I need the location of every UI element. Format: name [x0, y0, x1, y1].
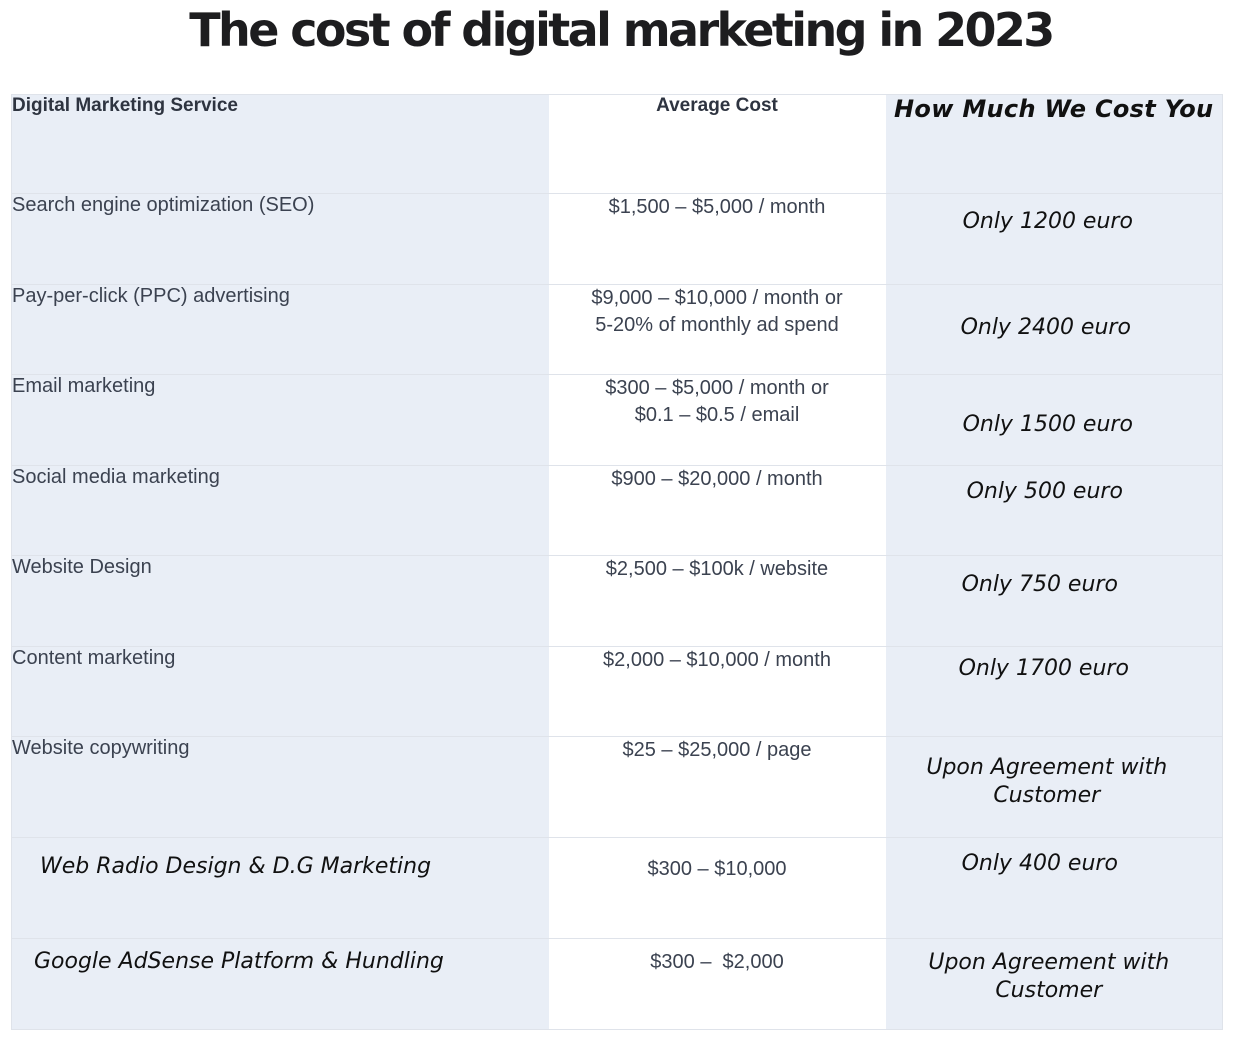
- pricing-table: Digital Marketing Service Average Cost H…: [11, 94, 1223, 1030]
- our-cost-cell: Only 750 euro: [885, 555, 1223, 647]
- service-cell: Search engine optimization (SEO): [11, 193, 549, 285]
- our-cost-cell: Upon Agreement with Customer: [885, 938, 1223, 1030]
- average-cost-cell: $900 – $20,000 / month: [548, 465, 886, 556]
- our-cost-cell: Only 500 euro: [885, 465, 1223, 556]
- service-cell: Content marketing: [11, 646, 549, 737]
- average-cost-line: $2,500 – $100k / website: [605, 558, 829, 580]
- our-cost-cell: Only 1200 euro: [885, 193, 1223, 285]
- service-cell: Web Radio Design & D.G Marketing: [11, 837, 549, 939]
- service-cell: Website copywriting: [11, 736, 549, 838]
- page-title: The cost of digital marketing in 2023: [189, 3, 1055, 57]
- our-cost-cell: Only 1700 euro: [885, 646, 1223, 737]
- table-row: Search engine optimization (SEO) $1,500 …: [11, 193, 1223, 285]
- table-header-row: Digital Marketing Service Average Cost H…: [11, 94, 1223, 194]
- average-cost-line: $1,500 – $5,000 / month: [608, 196, 826, 218]
- our-cost-cell: Upon Agreement with Customer: [885, 736, 1223, 838]
- table-row: Content marketing $2,000 – $10,000 / mon…: [11, 646, 1223, 737]
- our-cost-line: Only 400 euro: [961, 851, 1118, 876]
- service-cell: Pay-per-click (PPC) advertising: [11, 284, 549, 375]
- average-cost-line: $0.1 – $0.5 / email: [634, 404, 800, 426]
- table-row: Google AdSense Platform & Hundling $300 …: [11, 938, 1223, 1030]
- average-cost-cell: $2,000 – $10,000 / month: [548, 646, 886, 737]
- table-row: Email marketing $300 – $5,000 / month or…: [11, 374, 1223, 466]
- our-cost-line: Customer: [995, 978, 1103, 1003]
- average-cost-line: $300 – $10,000: [647, 858, 787, 880]
- average-cost-line: 5-20% of monthly ad spend: [595, 314, 839, 336]
- average-cost-cell: $300 – $5,000 / month or $0.1 – $0.5 / e…: [548, 374, 886, 466]
- table-row: Pay-per-click (PPC) advertising $9,000 –…: [11, 284, 1223, 375]
- table-row: Social media marketing $900 – $20,000 / …: [11, 465, 1223, 556]
- service-cell: Social media marketing: [11, 465, 549, 556]
- header-average-cost: Average Cost: [548, 94, 886, 194]
- average-cost-line: $300 – $5,000 / month or: [605, 377, 829, 399]
- average-cost-cell: $300 – $2,000: [548, 938, 886, 1030]
- average-cost-line: $9,000 – $10,000 / month or: [591, 287, 843, 309]
- average-cost-line: $25 – $25,000 / page: [622, 739, 812, 761]
- average-cost-line: $2,000 – $10,000 / month: [603, 649, 831, 671]
- service-cell: Google AdSense Platform & Hundling: [11, 938, 549, 1030]
- our-cost-line: Only 1500 euro: [962, 412, 1133, 437]
- average-cost-cell: $2,500 – $100k / website: [548, 555, 886, 647]
- table-row: Web Radio Design & D.G Marketing $300 – …: [11, 837, 1223, 939]
- header-our-cost: How Much We Cost You: [885, 94, 1223, 194]
- our-cost-line: Upon Agreement with: [926, 755, 1168, 780]
- average-cost-line: $300 – $2,000: [650, 951, 784, 973]
- average-cost-line: $900 – $20,000 / month: [611, 468, 823, 490]
- our-cost-cell: Only 1500 euro: [885, 374, 1223, 466]
- our-cost-cell: Only 400 euro: [885, 837, 1223, 939]
- average-cost-cell: $9,000 – $10,000 / month or 5-20% of mon…: [548, 284, 886, 375]
- our-cost-line: Only 500 euro: [966, 479, 1123, 504]
- our-cost-line: Customer: [993, 783, 1101, 808]
- average-cost-cell: $1,500 – $5,000 / month: [548, 193, 886, 285]
- average-cost-cell: $300 – $10,000: [548, 837, 886, 939]
- our-cost-line: Upon Agreement with: [928, 950, 1170, 975]
- our-cost-cell: Only 2400 euro: [885, 284, 1223, 375]
- our-cost-line: Only 750 euro: [961, 572, 1118, 597]
- our-cost-line: Only 1700 euro: [958, 656, 1129, 681]
- our-cost-line: Only 2400 euro: [960, 315, 1131, 340]
- our-cost-line: Only 1200 euro: [962, 209, 1133, 234]
- header-service: Digital Marketing Service: [11, 94, 549, 194]
- service-cell: Website Design: [11, 555, 549, 647]
- average-cost-cell: $25 – $25,000 / page: [548, 736, 886, 838]
- table-row: Website copywriting $25 – $25,000 / page…: [11, 736, 1223, 838]
- table-row: Website Design $2,500 – $100k / website …: [11, 555, 1223, 647]
- service-cell: Email marketing: [11, 374, 549, 466]
